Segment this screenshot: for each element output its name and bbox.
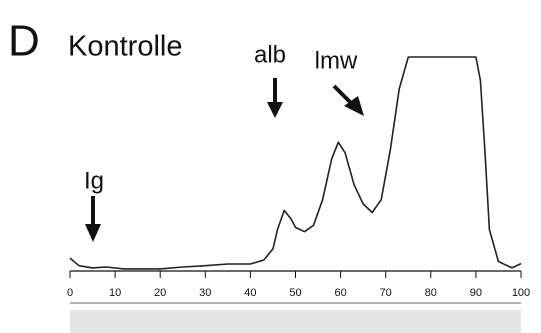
- x-tick-label: 0: [67, 287, 73, 299]
- x-tick-label: 60: [334, 287, 346, 299]
- panel-label: D: [8, 17, 40, 66]
- chart-title: Kontrolle: [68, 31, 182, 63]
- x-tick-label: 80: [425, 287, 437, 299]
- x-tick-label: 90: [470, 287, 482, 299]
- x-tick-label: 10: [109, 287, 121, 299]
- annotation: alb: [254, 41, 286, 68]
- x-tick-label: 100: [512, 287, 530, 299]
- annotation: Ig: [84, 167, 104, 194]
- chart: D Kontrolle 0 10 20 30 40 50 60 70 80 90 100 alb lmw…: [0, 0, 541, 333]
- x-tick-label: 30: [199, 287, 211, 299]
- x-tick-label: 70: [380, 287, 392, 299]
- strip: [70, 310, 521, 333]
- x-tick-label: 40: [244, 287, 256, 299]
- annotation: lmw: [315, 47, 358, 74]
- x-tick-label: 20: [154, 287, 166, 299]
- x-tick-label: 50: [289, 287, 301, 299]
